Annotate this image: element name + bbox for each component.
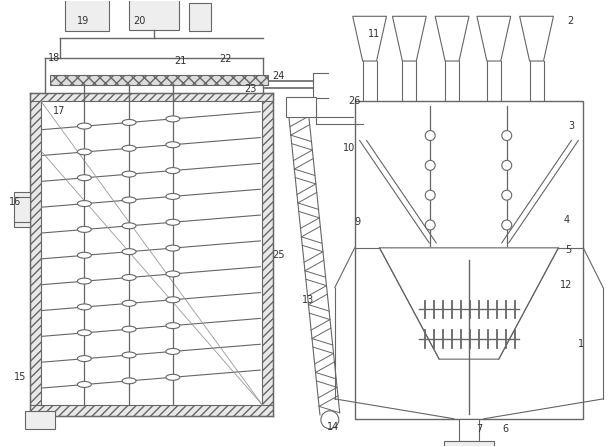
Bar — [30, 405, 273, 416]
Text: 15: 15 — [13, 372, 26, 382]
Ellipse shape — [122, 352, 136, 358]
Text: 22: 22 — [219, 54, 232, 64]
Text: 10: 10 — [343, 143, 355, 153]
Ellipse shape — [166, 374, 180, 380]
Ellipse shape — [122, 171, 136, 177]
Bar — [65, 0, 109, 31]
Ellipse shape — [122, 300, 136, 306]
Ellipse shape — [122, 223, 136, 229]
Bar — [25, 411, 55, 429]
Ellipse shape — [166, 219, 180, 225]
Circle shape — [425, 220, 435, 230]
Text: 24: 24 — [272, 71, 284, 81]
Ellipse shape — [166, 349, 180, 354]
Circle shape — [425, 160, 435, 170]
Bar — [14, 192, 30, 227]
Text: 3: 3 — [568, 121, 574, 131]
Ellipse shape — [77, 123, 91, 129]
Text: 16: 16 — [9, 197, 21, 207]
Ellipse shape — [166, 323, 180, 329]
Text: 12: 12 — [560, 280, 572, 290]
Bar — [30, 93, 273, 101]
Ellipse shape — [166, 194, 180, 199]
Polygon shape — [519, 16, 554, 61]
Ellipse shape — [122, 326, 136, 332]
Ellipse shape — [77, 175, 91, 181]
Text: 21: 21 — [175, 56, 187, 66]
Bar — [459, 419, 479, 441]
Text: 5: 5 — [565, 245, 571, 255]
Text: 25: 25 — [272, 250, 284, 260]
Ellipse shape — [77, 227, 91, 232]
Text: 20: 20 — [133, 16, 145, 26]
Ellipse shape — [122, 145, 136, 151]
Text: 4: 4 — [563, 215, 569, 225]
Text: 13: 13 — [302, 295, 314, 304]
Polygon shape — [392, 16, 426, 61]
Ellipse shape — [77, 381, 91, 388]
Text: 2: 2 — [567, 16, 574, 26]
Circle shape — [502, 131, 512, 140]
Polygon shape — [353, 16, 387, 61]
Text: 9: 9 — [354, 217, 361, 227]
Ellipse shape — [166, 142, 180, 148]
Ellipse shape — [77, 356, 91, 362]
Ellipse shape — [122, 274, 136, 280]
Ellipse shape — [77, 149, 91, 155]
Ellipse shape — [122, 249, 136, 255]
Ellipse shape — [77, 252, 91, 258]
Text: 18: 18 — [49, 53, 61, 63]
Polygon shape — [477, 16, 511, 61]
Circle shape — [321, 411, 339, 429]
Circle shape — [502, 160, 512, 170]
Bar — [30, 93, 41, 416]
Bar — [286, 97, 316, 117]
Text: 17: 17 — [54, 105, 66, 116]
Bar — [49, 75, 268, 85]
Text: 1: 1 — [578, 339, 584, 349]
Ellipse shape — [77, 201, 91, 207]
Text: 23: 23 — [244, 84, 256, 94]
Text: 14: 14 — [326, 422, 339, 432]
Ellipse shape — [166, 168, 180, 173]
Polygon shape — [435, 16, 469, 61]
Ellipse shape — [122, 378, 136, 384]
Text: 19: 19 — [77, 16, 90, 26]
Circle shape — [425, 131, 435, 140]
Ellipse shape — [166, 245, 180, 251]
Ellipse shape — [77, 304, 91, 310]
Ellipse shape — [166, 116, 180, 122]
Circle shape — [502, 220, 512, 230]
Polygon shape — [379, 248, 558, 359]
Ellipse shape — [122, 197, 136, 203]
Ellipse shape — [77, 278, 91, 284]
Text: 6: 6 — [502, 424, 509, 434]
Bar — [189, 4, 211, 31]
Ellipse shape — [77, 330, 91, 336]
Text: 26: 26 — [348, 96, 361, 106]
Circle shape — [502, 190, 512, 200]
Bar — [444, 441, 494, 447]
Bar — [129, 0, 179, 30]
Bar — [354, 101, 583, 419]
Ellipse shape — [122, 119, 136, 126]
Ellipse shape — [166, 297, 180, 303]
Text: 7: 7 — [476, 424, 482, 434]
Bar — [262, 93, 273, 416]
Circle shape — [425, 190, 435, 200]
Text: 11: 11 — [368, 29, 381, 39]
Ellipse shape — [166, 271, 180, 277]
